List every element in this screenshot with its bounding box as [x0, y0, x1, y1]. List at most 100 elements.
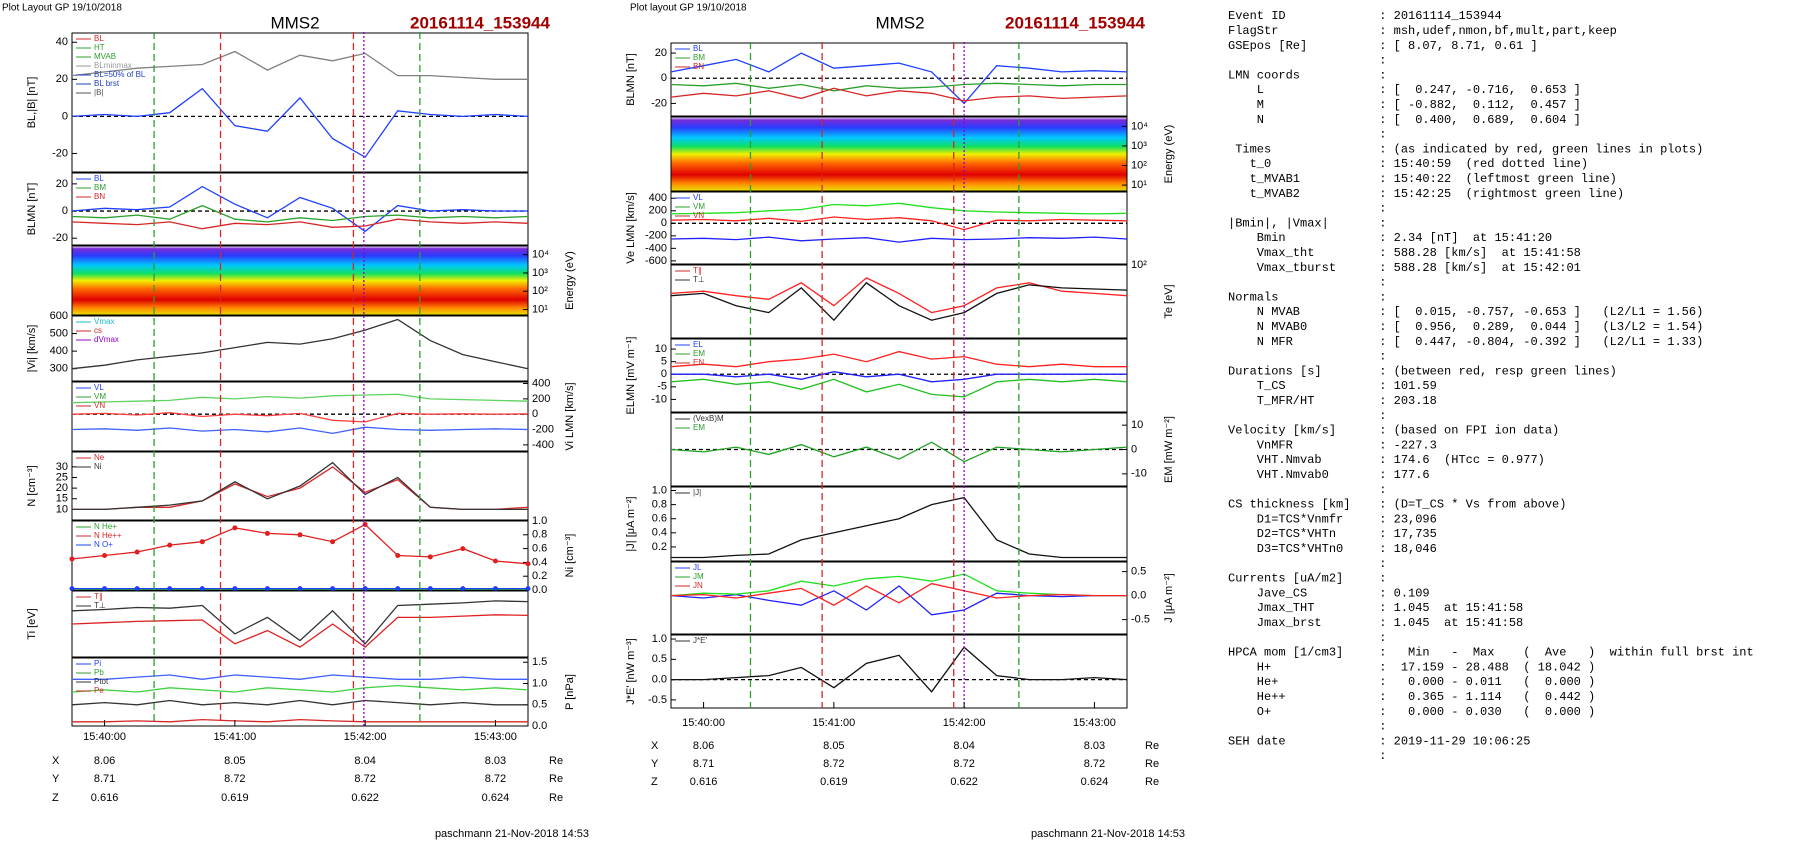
- y-axis-label: BL,|B| [nT]: [26, 77, 38, 129]
- legend-entry: T⊥: [693, 275, 705, 284]
- data-point: [167, 586, 173, 592]
- legend-entry: T⊥: [94, 601, 106, 610]
- info-line: N MVAB0 : [ 0.956, 0.289, 0.044 ] (L3/L2…: [1228, 320, 1703, 334]
- info-line: Jmax_THT : 1.045 at 15:41:58: [1228, 601, 1523, 615]
- y-axis-label: |J| [μA m⁻²]: [625, 496, 637, 551]
- series-line: [670, 82, 1127, 92]
- legend-entry: VM: [94, 392, 106, 401]
- panel-frame: [670, 116, 1128, 192]
- series-line: [72, 718, 528, 723]
- y-tick-label: 10²: [532, 285, 548, 297]
- legend-entry: J*E': [693, 636, 707, 645]
- legend-entry: Pb: [94, 668, 104, 677]
- x-tick-label: 15:40:00: [682, 717, 725, 729]
- event-id: 20161114_153944: [1005, 13, 1145, 32]
- info-line: Times : (as indicated by red, green line…: [1228, 142, 1703, 156]
- series-line: [670, 202, 1128, 215]
- ephemeris-value: 8.06: [693, 740, 714, 752]
- ephemeris-value: 8.72: [823, 758, 844, 770]
- series-line: [71, 50, 528, 80]
- spectrogram: [671, 117, 1127, 191]
- data-point: [232, 525, 238, 531]
- series-line: [72, 461, 528, 511]
- y-tick-label: 400: [532, 377, 550, 389]
- y-tick-label: 0.5: [1131, 566, 1146, 578]
- ephemeris-value: 8.03: [1084, 740, 1105, 752]
- y-tick-label: 30: [56, 461, 68, 473]
- ephemeris-value: 8.72: [224, 773, 245, 785]
- y-tick-label: 10⁴: [1131, 120, 1148, 132]
- y-axis-label: J*E' [nW m⁻³]: [625, 638, 637, 705]
- info-line: He++ : 0.365 - 1.114 ( 0.442 ): [1228, 690, 1595, 704]
- legend-entry: cs: [94, 326, 102, 335]
- ephemeris-unit: Re: [549, 792, 563, 804]
- y-tick-label: 1.0: [532, 677, 547, 689]
- data-point: [134, 549, 140, 555]
- info-line: :: [1228, 128, 1386, 142]
- y-tick-label: -200: [645, 230, 667, 242]
- y-axis-label: Energy (eV): [564, 251, 576, 310]
- info-line: VnMFR : -227.3: [1228, 438, 1437, 452]
- panel-frame: [71, 315, 529, 382]
- y-tick-label: 0.2: [532, 570, 547, 582]
- series-line: [71, 600, 529, 645]
- y-tick-label: -5: [657, 381, 667, 393]
- panel-frame: [670, 486, 1128, 562]
- info-line: Vmax_tburst : 588.28 [km/s] at 15:42:01: [1228, 261, 1581, 275]
- info-line: :: [1228, 720, 1386, 734]
- data-point: [264, 530, 270, 536]
- legend-entry: EM: [693, 423, 705, 432]
- legend-entry: EN: [693, 358, 704, 367]
- ephemeris-value: 8.71: [693, 758, 714, 770]
- info-line: He+ : 0.000 - 0.011 ( 0.000 ): [1228, 675, 1595, 689]
- legend-entry: MVAB: [94, 52, 116, 61]
- legend-entry: JM: [693, 572, 704, 581]
- legend-entry: HT: [94, 43, 105, 52]
- info-line: Event ID : 20161114_153944: [1228, 9, 1502, 23]
- y-axis-label: J [μA m⁻²]: [1163, 573, 1175, 622]
- info-line: :: [1228, 483, 1386, 497]
- y-tick-label: 40: [56, 36, 68, 48]
- ephemeris-value: 0.624: [482, 792, 510, 804]
- data-point: [427, 554, 433, 560]
- y-tick-label: -400: [645, 242, 667, 254]
- ephemeris-value: 8.72: [485, 773, 506, 785]
- ephemeris-name: X: [651, 740, 659, 752]
- y-tick-label: 0.0: [1131, 590, 1146, 602]
- data-point: [134, 586, 140, 592]
- y-tick-label: 500: [50, 327, 68, 339]
- y-axis-label: Te [eV]: [1163, 284, 1175, 318]
- legend-entry: dVmax: [94, 335, 119, 344]
- panel-frame: [670, 338, 1128, 413]
- info-line: D2=TCS*VHTn : 17,735: [1228, 527, 1437, 541]
- info-line: :: [1228, 749, 1386, 763]
- info-line: |Bmin|, |Vmax| :: [1228, 216, 1386, 230]
- y-tick-label: 600: [50, 310, 68, 322]
- legend-entry: T∥: [94, 592, 103, 601]
- series-line: [670, 585, 1127, 616]
- legend-entry: BL=50% of BL: [94, 70, 146, 79]
- y-tick-label: 0.0: [532, 584, 547, 596]
- info-line: CS thickness [km] : (D=T_CS * Vs from ab…: [1228, 498, 1566, 512]
- y-tick-label: -10: [1131, 468, 1147, 480]
- ephemeris-value: 0.616: [91, 792, 119, 804]
- info-line: H+ : 17.159 - 28.488 ( 18.042 ): [1228, 660, 1595, 674]
- panel-frame: [71, 172, 529, 246]
- info-line: T_MFR/HT : 203.18: [1228, 394, 1437, 408]
- series-line: [670, 350, 1127, 368]
- data-point: [199, 539, 205, 545]
- y-tick-label: 10⁴: [532, 249, 549, 261]
- ephemeris-value: 8.06: [94, 755, 115, 767]
- ephemeris-value: 0.619: [820, 776, 848, 788]
- y-tick-label: 20: [56, 73, 68, 85]
- y-tick-label: -20: [651, 97, 667, 109]
- info-line: M : [ -0.882, 0.112, 0.457 ]: [1228, 98, 1581, 112]
- data-point: [460, 546, 466, 552]
- y-tick-label: 25: [56, 471, 68, 483]
- info-line: Normals :: [1228, 290, 1386, 304]
- data-point: [460, 586, 466, 592]
- plot-header: Plot layout GP 19/10/2018: [630, 3, 747, 14]
